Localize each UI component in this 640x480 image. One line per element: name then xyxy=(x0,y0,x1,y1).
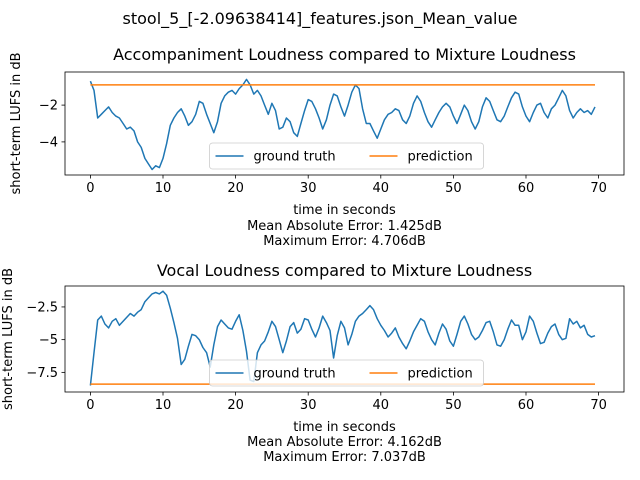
chart-0-ytick-label: −4 xyxy=(39,135,58,150)
chart-0-legend: ground truth prediction xyxy=(209,142,484,170)
chart-1-ytick-label: −5 xyxy=(39,333,58,348)
chart-1-title: Vocal Loudness compared to Mixture Loudn… xyxy=(157,261,532,280)
chart-1-xtick-label: 10 xyxy=(155,398,172,413)
chart-0-ylabel: short-term LUFS in dB xyxy=(9,52,24,194)
chart-1-xtick-label: 40 xyxy=(373,398,390,413)
vocal-loudness-panel: Vocal Loudness compared to Mixture Loudn… xyxy=(1,261,625,465)
chart-0-series-group xyxy=(89,78,596,171)
chart-0-title: Accompaniment Loudness compared to Mixtu… xyxy=(113,45,576,64)
chart-1-legend-box xyxy=(209,359,484,387)
chart-0-xtick-label: 50 xyxy=(445,181,462,196)
chart-1-xlabel: time in seconds xyxy=(293,420,396,435)
chart-0-xtick-label: 20 xyxy=(227,181,244,196)
chart-0-series-ground-truth-line xyxy=(89,78,596,171)
chart-0-xlabel: time in seconds xyxy=(293,203,396,218)
chart-0-xtick-label: 0 xyxy=(86,181,94,196)
chart-0-xtick-label: 40 xyxy=(373,181,390,196)
chart-1-caption-2: Maximum Error: 7.037dB xyxy=(263,450,426,465)
chart-1-legend-label-ground-truth: ground truth xyxy=(254,367,336,382)
chart-0-xtick-label: 60 xyxy=(518,181,535,196)
chart-0-axes-frame xyxy=(64,71,625,176)
chart-1-ytick-label: −7.5 xyxy=(26,366,58,381)
chart-1-xtick-label: 0 xyxy=(86,398,94,413)
figure-suptitle: stool_5_[-2.09638414]_features.json_Mean… xyxy=(123,9,518,29)
chart-1-xtick-label: 30 xyxy=(300,398,317,413)
chart-0-caption-1: Mean Absolute Error: 1.425dB xyxy=(247,219,442,234)
chart-0-xtick-label: 70 xyxy=(590,181,607,196)
chart-1-xtick-label: 50 xyxy=(445,398,462,413)
accompaniment-loudness-panel: Accompaniment Loudness compared to Mixtu… xyxy=(9,45,625,249)
chart-1-xtick-label: 20 xyxy=(227,398,244,413)
chart-1-legend: ground truth prediction xyxy=(209,359,484,387)
chart-0-legend-label-prediction: prediction xyxy=(408,150,473,165)
chart-0-caption-2: Maximum Error: 4.706dB xyxy=(263,234,426,249)
chart-0-ytick-label: −2 xyxy=(39,99,58,114)
chart-1-xtick-label: 60 xyxy=(518,398,535,413)
chart-1-xtick-label: 70 xyxy=(590,398,607,413)
chart-1-axes-frame xyxy=(64,285,625,393)
chart-0-legend-label-ground-truth: ground truth xyxy=(254,150,336,165)
chart-1-legend-label-prediction: prediction xyxy=(408,367,473,382)
chart-1-series-ground-truth-line xyxy=(89,290,596,386)
chart-1-ylabel: short-term LUFS in dB xyxy=(1,268,16,410)
chart-0-xtick-label: 10 xyxy=(155,181,172,196)
chart-1-caption-1: Mean Absolute Error: 4.162dB xyxy=(247,435,442,450)
chart-0-xtick-label: 30 xyxy=(300,181,317,196)
chart-1-ytick-label: −2.5 xyxy=(26,300,58,315)
chart-0-legend-box xyxy=(209,142,484,170)
